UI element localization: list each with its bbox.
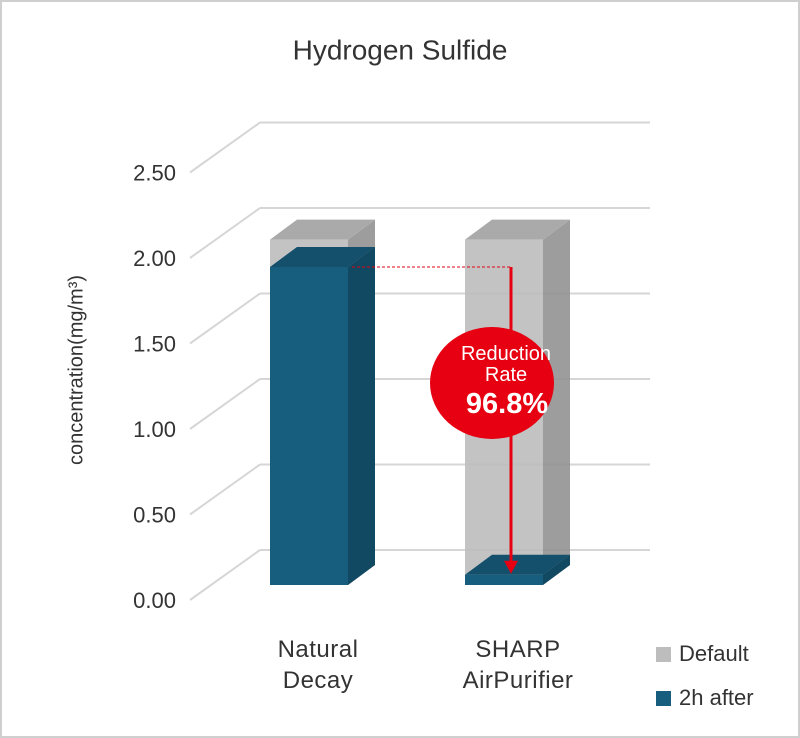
legend-label: 2h after: [679, 685, 754, 710]
y-tick-label: 1.50: [133, 331, 176, 356]
grid-diagonal: [189, 292, 261, 345]
arrow-head: [504, 560, 518, 574]
bar-top: [270, 219, 375, 240]
y-tick-label: 1.00: [133, 417, 176, 442]
bar-side: [543, 554, 570, 585]
bar-side: [543, 219, 570, 585]
y-tick-label: 0.00: [133, 588, 176, 613]
bar: [465, 554, 570, 585]
y-axis-label: concentration(mg/m³): [65, 275, 87, 465]
chart-title: Hydrogen Sulfide: [293, 34, 508, 65]
grid-diagonal: [189, 378, 261, 430]
bar-top: [465, 554, 570, 575]
grid-diagonal: [189, 121, 261, 174]
bar-top: [465, 219, 570, 240]
bar-front: [465, 574, 543, 585]
grid-diagonal: [189, 549, 261, 601]
grid-diagonal: [189, 207, 261, 259]
y-tick-label: 2.00: [133, 246, 176, 271]
annotation-label: Reduction Rate: [460, 343, 552, 386]
bar-top: [270, 246, 375, 267]
annotation-bubble: [430, 327, 554, 439]
y-tick-label: 0.50: [133, 502, 176, 527]
bar: [270, 246, 375, 585]
grid-diagonal: [189, 463, 261, 516]
grid-line: [189, 207, 650, 259]
x-tick-label: Natural Decay: [277, 636, 359, 694]
y-tick-label: 2.50: [133, 160, 176, 185]
annotation-value: 96.8%: [465, 388, 549, 420]
legend-swatch: [656, 647, 671, 662]
legend-swatch: [656, 691, 671, 706]
bar-side: [348, 246, 375, 585]
legend-label: Default: [679, 641, 749, 666]
bar-front: [270, 266, 348, 585]
x-tick-label: SHARP AirPurifier: [462, 636, 574, 694]
grid-line: [189, 121, 650, 174]
